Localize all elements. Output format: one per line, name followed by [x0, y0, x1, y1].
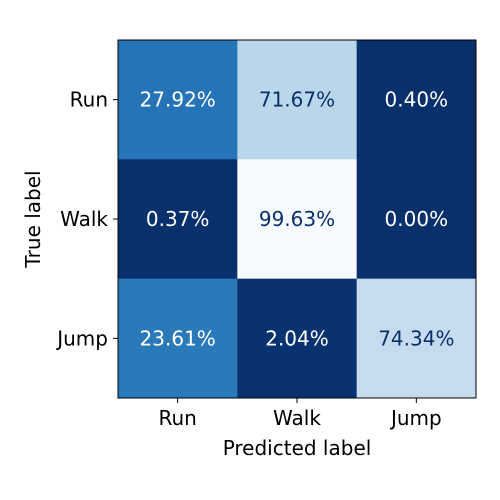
x-tick-label: Walk [273, 406, 321, 430]
x-axis-label: Predicted label [223, 436, 372, 460]
cell-value-label: 2.04% [265, 326, 329, 350]
cell-value-label: 71.67% [259, 88, 335, 112]
cell-value-label: 0.00% [385, 207, 449, 231]
cell-value-label: 0.37% [146, 207, 210, 231]
x-axis-ticks: Run Walk Jump [158, 398, 441, 430]
y-tick-label: Jump [55, 326, 108, 350]
y-tick-label: Run [70, 88, 108, 112]
cell-value-label: 23.61% [140, 326, 216, 350]
cell-value-label: 27.92% [140, 88, 216, 112]
y-axis-ticks: Run Walk Jump [55, 88, 118, 351]
cell-value-label: 74.34% [378, 326, 454, 350]
cell-value-label: 99.63% [259, 207, 335, 231]
cell-value-label: 0.40% [385, 88, 449, 112]
y-axis-label: True label [21, 170, 45, 268]
x-tick-label: Jump [389, 406, 442, 430]
x-tick-label: Run [158, 406, 196, 430]
y-tick-label: Walk [60, 207, 108, 231]
